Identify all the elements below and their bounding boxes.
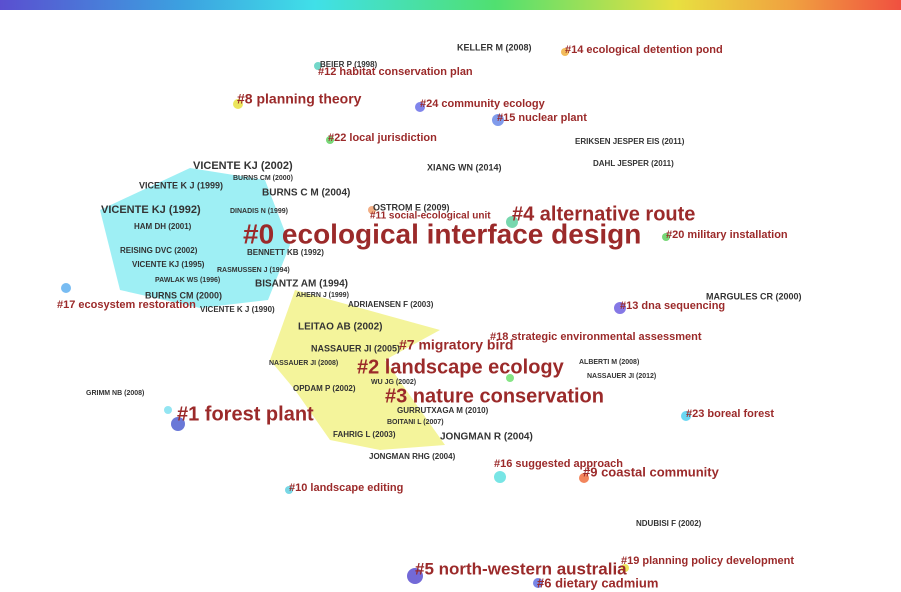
author-label: OSTROM E (2009) [373,202,450,212]
author-label: BEIER P (1998) [320,60,378,69]
cluster-label: #11 social-ecological unit [370,211,491,222]
author-label: VICENTE K J (1999) [139,180,223,190]
cluster-label: #2 landscape ecology [357,356,565,378]
author-label: NASSAUER JI (2012) [587,373,656,380]
cluster-label: #10 landscape editing [289,482,403,494]
node [681,411,691,421]
author-label: BURNS CM (2000) [145,290,222,300]
labels: #0 ecological interface design #1 forest … [57,42,802,590]
cluster-label: #1 forest plant [177,403,314,425]
author-label: KELLER M (2008) [457,42,532,52]
nodes [61,48,691,588]
cluster-label: #4 alternative route [512,203,695,225]
author-label: JONGMAN R (2004) [440,432,533,443]
author-label: BURNS C M (2004) [262,188,350,199]
node [368,206,376,214]
author-label: HAM DH (2001) [134,222,192,231]
cluster-label: #19 planning policy development [621,555,794,567]
author-label: NASSAUER JI (2005) [311,343,400,353]
cluster-label: #15 nuclear plant [497,112,587,124]
node [233,99,243,109]
author-label: OPDAM P (2002) [293,384,356,393]
author-label: VICENTE K J (1990) [200,305,275,314]
node [614,302,626,314]
author-label: ALBERTI M (2008) [579,359,639,366]
author-label: XIANG WN (2014) [427,162,502,172]
node [407,568,423,584]
cluster-hull-2 [270,290,445,450]
cluster-label: #17 ecosystem restoration [57,299,196,311]
node [171,417,185,431]
node [494,471,506,483]
node [164,406,172,414]
timeline-bar [0,0,901,10]
author-label: VICENTE KJ (1995) [132,260,205,269]
cluster-label: #8 planning theory [237,91,362,107]
author-label: BISANTZ AM (1994) [255,279,348,290]
author-label: VICENTE KJ (1992) [101,204,201,216]
node [621,564,629,572]
author-label: NASSAUER JI (2008) [269,360,338,367]
author-label: GURRUTXAGA M (2010) [397,406,489,415]
author-label: ERIKSEN JESPER EIS (2011) [575,137,685,146]
cluster-label: #6 dietary cadmium [537,575,658,590]
node [662,233,670,241]
cluster-label: #20 military installation [666,229,788,241]
cluster-label: #5 north-western australia [415,559,627,578]
author-label: BENNETT KB (1992) [247,248,324,257]
author-label: PAWLAK WS (1996) [155,277,220,284]
cluster-label: #16 suggested approach [494,458,623,470]
node [506,374,514,382]
author-label: BURNS CM (2000) [233,175,293,182]
cluster-label: #12 habitat conservation plan [318,66,473,78]
author-label: DAHL JESPER (2011) [593,159,674,168]
node [415,102,425,112]
author-label: AHERN J (1999) [296,292,349,299]
author-label: LEITAO AB (2002) [298,322,382,333]
author-label: REISING DVC (2002) [120,246,198,255]
author-label: FAHRIG L (2003) [333,430,396,439]
cluster-label: #14 ecological detention pond [565,44,723,56]
author-label: BOITANI L (2007) [387,419,444,426]
cluster-label: #22 local jurisdiction [328,132,437,144]
node [533,578,543,588]
author-label: RASMUSSEN J (1994) [217,267,290,274]
node [285,486,293,494]
node [326,136,334,144]
author-label: DINADIS N (1999) [230,208,288,215]
node [506,216,518,228]
author-label: WU JG (2002) [371,379,416,386]
cluster-label: #3 nature conservation [385,385,604,407]
cluster-label: #7 migratory bird [399,337,513,353]
cluster-label: #18 strategic environmental assessment [490,331,702,343]
node [579,473,589,483]
cluster-hull-0 [100,168,290,308]
node [492,114,504,126]
author-label: ADRIAENSEN F (2003) [348,300,434,309]
node [561,48,569,56]
author-label: MARGULES CR (2000) [706,291,802,301]
cluster-label: #23 boreal forest [686,408,774,420]
cluster-label: #13 dna sequencing [620,300,725,312]
author-label: VICENTE KJ (2002) [193,160,293,172]
cluster-label: #0 ecological interface design [243,218,641,249]
author-label: GRIMM NB (2008) [86,390,144,397]
cluster-label: #24 community ecology [420,98,546,110]
node [314,62,322,70]
author-label: NDUBISI F (2002) [636,519,702,528]
author-label: JONGMAN RHG (2004) [369,452,456,461]
cluster-label: #9 coastal community [583,464,720,479]
node [61,283,71,293]
